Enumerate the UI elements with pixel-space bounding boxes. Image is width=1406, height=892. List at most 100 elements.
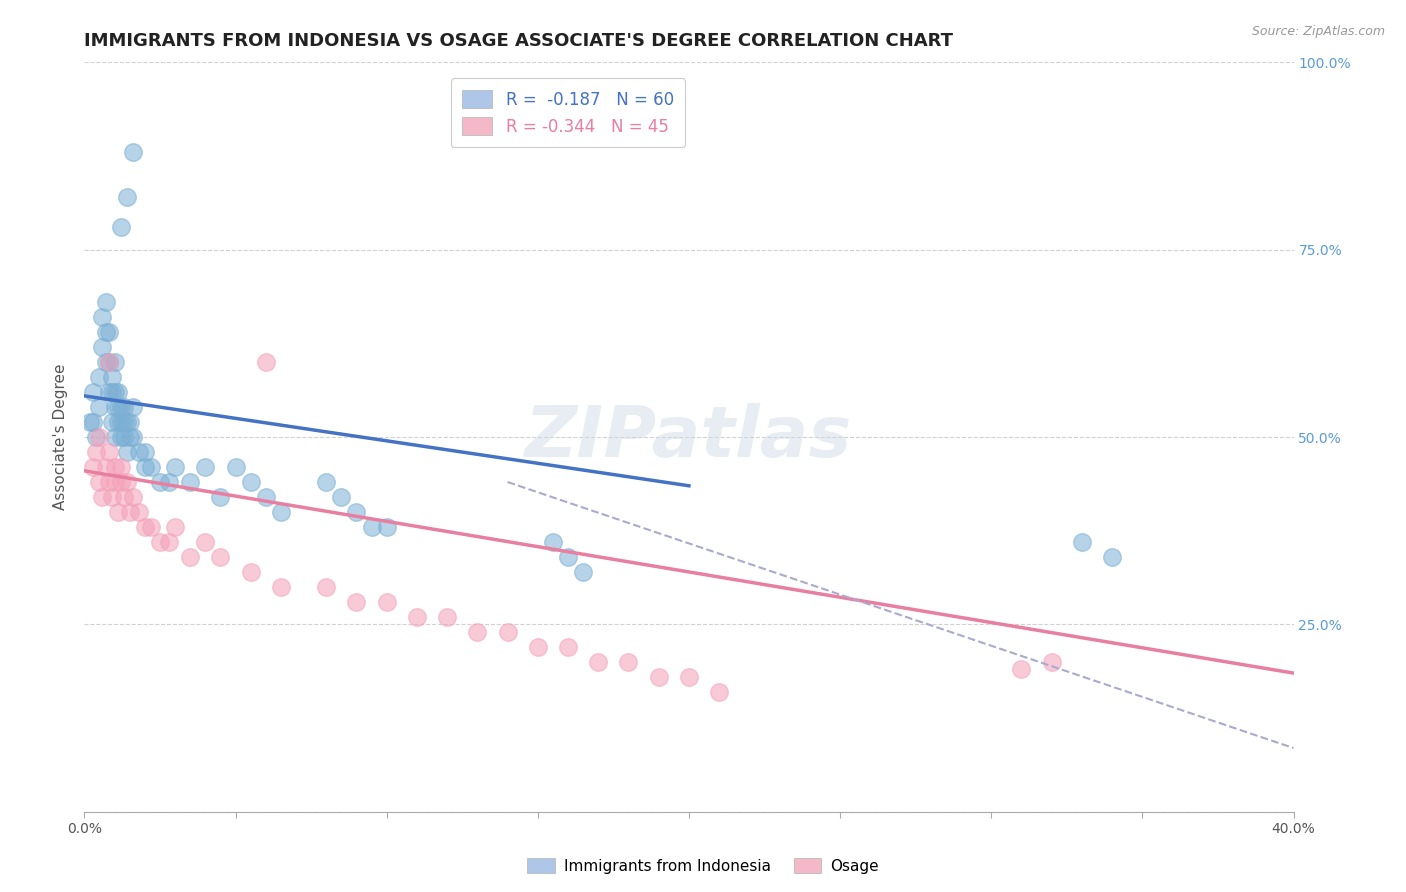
Point [110, 220, 132, 235]
Point [315, 475, 337, 489]
Point [678, 670, 700, 684]
Point [209, 549, 232, 564]
Point [128, 445, 150, 459]
Point [239, 565, 262, 579]
Point [91, 340, 114, 354]
Point [527, 640, 550, 654]
Point [94, 460, 117, 475]
Point [346, 505, 368, 519]
Point [97, 385, 120, 400]
Point [209, 490, 232, 504]
Point [110, 460, 132, 475]
Point [557, 549, 579, 564]
Point [239, 475, 262, 489]
Point [97, 445, 120, 459]
Point [588, 655, 610, 669]
Point [1040, 655, 1063, 669]
Point [330, 490, 353, 504]
Point [270, 505, 292, 519]
Point [89, 430, 111, 444]
Point [115, 445, 138, 459]
Point [346, 595, 368, 609]
Point [110, 400, 132, 414]
Point [112, 400, 135, 414]
Point [118, 505, 141, 519]
Point [617, 655, 640, 669]
Point [112, 430, 135, 444]
Point [121, 400, 143, 414]
Point [134, 520, 156, 534]
Point [107, 505, 129, 519]
Point [100, 370, 122, 384]
Point [94, 295, 117, 310]
Point [360, 520, 382, 534]
Point [121, 430, 143, 444]
Point [1011, 662, 1033, 676]
Legend: Immigrants from Indonesia, Osage: Immigrants from Indonesia, Osage [522, 852, 884, 880]
Point [139, 460, 162, 475]
Point [89, 370, 111, 384]
Point [107, 400, 129, 414]
Point [179, 475, 201, 489]
Point [110, 430, 132, 444]
Point [94, 325, 117, 339]
Point [104, 385, 127, 400]
Point [104, 475, 127, 489]
Point [89, 475, 111, 489]
Point [97, 355, 120, 369]
Point [118, 415, 141, 429]
Point [91, 310, 114, 325]
Point [118, 430, 141, 444]
Point [467, 624, 489, 639]
Point [100, 415, 122, 429]
Point [406, 610, 429, 624]
Point [1101, 549, 1123, 564]
Point [315, 580, 337, 594]
Point [107, 385, 129, 400]
Point [128, 505, 150, 519]
Point [104, 400, 127, 414]
Text: IMMIGRANTS FROM INDONESIA VS OSAGE ASSOCIATE'S DEGREE CORRELATION CHART: IMMIGRANTS FROM INDONESIA VS OSAGE ASSOC… [84, 32, 953, 50]
Point [115, 190, 138, 204]
Point [254, 490, 277, 504]
Point [165, 520, 187, 534]
Point [94, 355, 117, 369]
Point [86, 430, 108, 444]
Point [104, 460, 127, 475]
Y-axis label: Associate's Degree: Associate's Degree [53, 364, 69, 510]
Point [165, 460, 187, 475]
Point [107, 415, 129, 429]
Point [121, 490, 143, 504]
Point [79, 415, 101, 429]
Point [149, 475, 172, 489]
Point [112, 490, 135, 504]
Point [89, 400, 111, 414]
Point [557, 640, 579, 654]
Point [179, 549, 201, 564]
Point [110, 475, 132, 489]
Point [194, 535, 217, 549]
Point [97, 355, 120, 369]
Point [104, 355, 127, 369]
Text: Source: ZipAtlas.com: Source: ZipAtlas.com [1251, 25, 1385, 38]
Point [112, 415, 135, 429]
Point [91, 490, 114, 504]
Point [86, 445, 108, 459]
Point [648, 670, 671, 684]
Point [110, 415, 132, 429]
Point [82, 460, 104, 475]
Text: ZIPatlas: ZIPatlas [526, 402, 852, 472]
Point [115, 415, 138, 429]
Point [1071, 535, 1094, 549]
Point [100, 490, 122, 504]
Point [139, 520, 162, 534]
Point [134, 445, 156, 459]
Point [97, 475, 120, 489]
Point [541, 535, 564, 549]
Legend: R =  -0.187   N = 60, R = -0.344   N = 45: R = -0.187 N = 60, R = -0.344 N = 45 [451, 78, 685, 147]
Point [375, 520, 398, 534]
Point [97, 325, 120, 339]
Point [82, 385, 104, 400]
Point [225, 460, 247, 475]
Point [104, 430, 127, 444]
